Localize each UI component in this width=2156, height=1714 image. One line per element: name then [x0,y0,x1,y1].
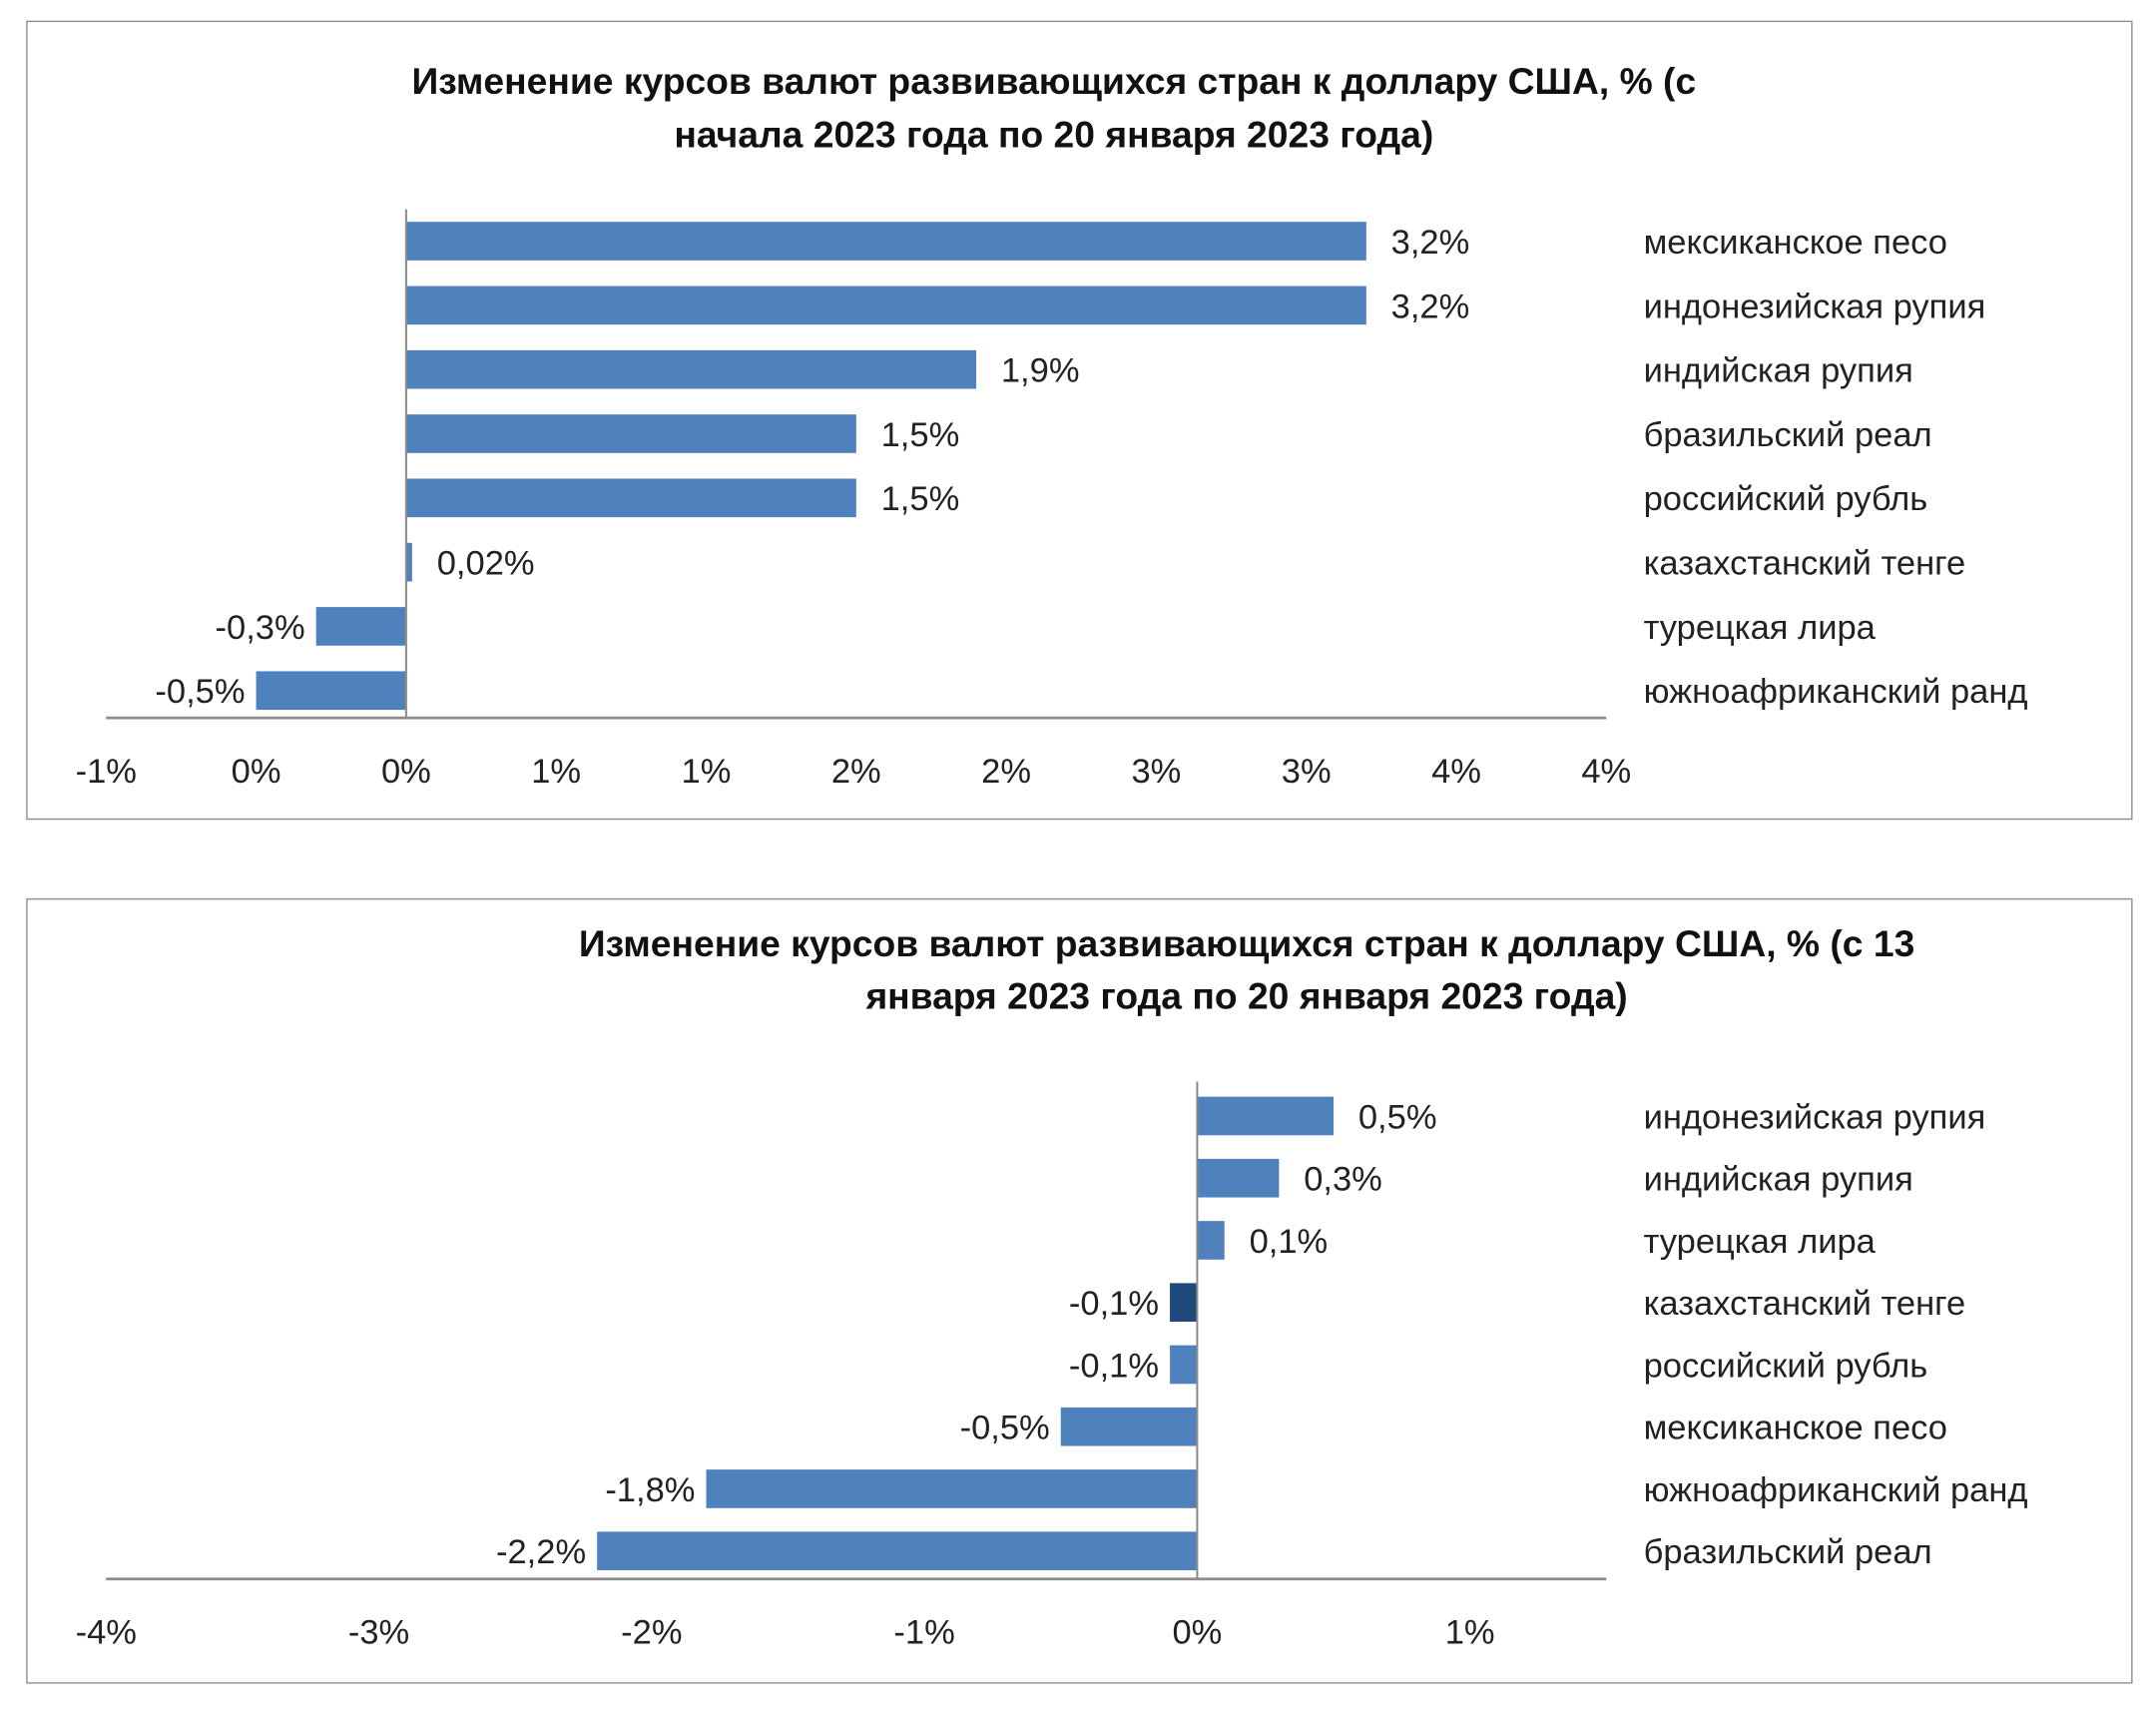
x-tick-label: 2% [981,753,1031,791]
x-tick-label: 4% [1431,753,1481,791]
category-label: южноафриканский ранд [1644,1471,2028,1509]
bar [315,607,406,646]
x-tick-label: 1% [1445,1614,1495,1652]
bar [405,542,412,582]
x-tick-label: 0% [381,753,431,791]
x-tick-label: -2% [621,1614,682,1652]
category-label: индийская рупия [1644,352,1913,390]
x-tick-label: 4% [1581,753,1631,791]
x-tick-label: 3% [1131,753,1181,791]
bar [405,286,1366,325]
bar [706,1469,1198,1508]
x-tick-label: 1% [682,753,732,791]
category-label: турецкая лира [1644,609,1877,647]
category-label: бразильский реал [1644,1533,1932,1571]
category-label: российский рубль [1644,480,1928,518]
category-label: индонезийская рупия [1644,287,1986,325]
bar [1197,1096,1335,1136]
category-label: индийская рупия [1644,1161,1913,1199]
x-tick-label: -1% [893,1614,954,1652]
x-tick-label: 1% [531,753,581,791]
data-label: 0,1% [1250,1223,1329,1261]
data-label: -1,8% [605,1471,695,1509]
bar [405,414,856,453]
bar [405,478,856,518]
bar [1197,1158,1280,1198]
bar [405,222,1366,261]
x-tick-label: 3% [1282,753,1332,791]
category-label: мексиканское песо [1644,224,1947,262]
category-label: казахстанский тенге [1644,545,1966,583]
x-tick-label: 0% [232,753,281,791]
chart-title: Изменение курсов валют развивающихся стр… [412,60,1697,102]
x-tick-label: 0% [1172,1614,1222,1652]
category-label: мексиканское песо [1644,1410,1947,1447]
bar [597,1531,1198,1571]
data-label: 3,2% [1391,224,1470,262]
category-label: бразильский реал [1644,416,1932,454]
category-label: казахстанский тенге [1644,1285,1966,1323]
x-tick-label: 2% [831,753,881,791]
bar [1060,1407,1198,1446]
bar [1170,1283,1198,1323]
category-label: российский рубль [1644,1347,1928,1385]
data-label: -0,1% [1069,1347,1159,1385]
data-label: -0,1% [1069,1285,1159,1323]
data-label: 1,5% [881,416,960,454]
data-label: -0,3% [216,609,305,647]
data-label: -0,5% [960,1410,1050,1447]
category-label: турецкая лира [1644,1223,1877,1261]
category-label: южноафриканский ранд [1644,673,2028,711]
data-label: 1,5% [881,480,960,518]
chart-title: Изменение курсов валют развивающихся стр… [579,922,1914,964]
bar [405,349,977,389]
data-label: 3,2% [1391,287,1470,325]
chart-title: начала 2023 года по 20 января 2023 года) [674,114,1433,156]
data-label: 0,02% [437,545,535,583]
bar [256,671,406,711]
x-tick-label: -1% [76,753,137,791]
data-label: 0,3% [1304,1161,1382,1199]
data-label: -2,2% [496,1533,586,1571]
data-label: -0,5% [155,673,245,711]
x-tick-label: -3% [348,1614,409,1652]
bar [1170,1345,1198,1385]
category-label: индонезийская рупия [1644,1098,1986,1136]
bar [1197,1221,1225,1260]
data-label: 0,5% [1358,1098,1437,1136]
x-tick-label: -4% [76,1614,137,1652]
chart-title: января 2023 года по 20 января 2023 года) [864,974,1627,1016]
data-label: 1,9% [1001,352,1080,390]
